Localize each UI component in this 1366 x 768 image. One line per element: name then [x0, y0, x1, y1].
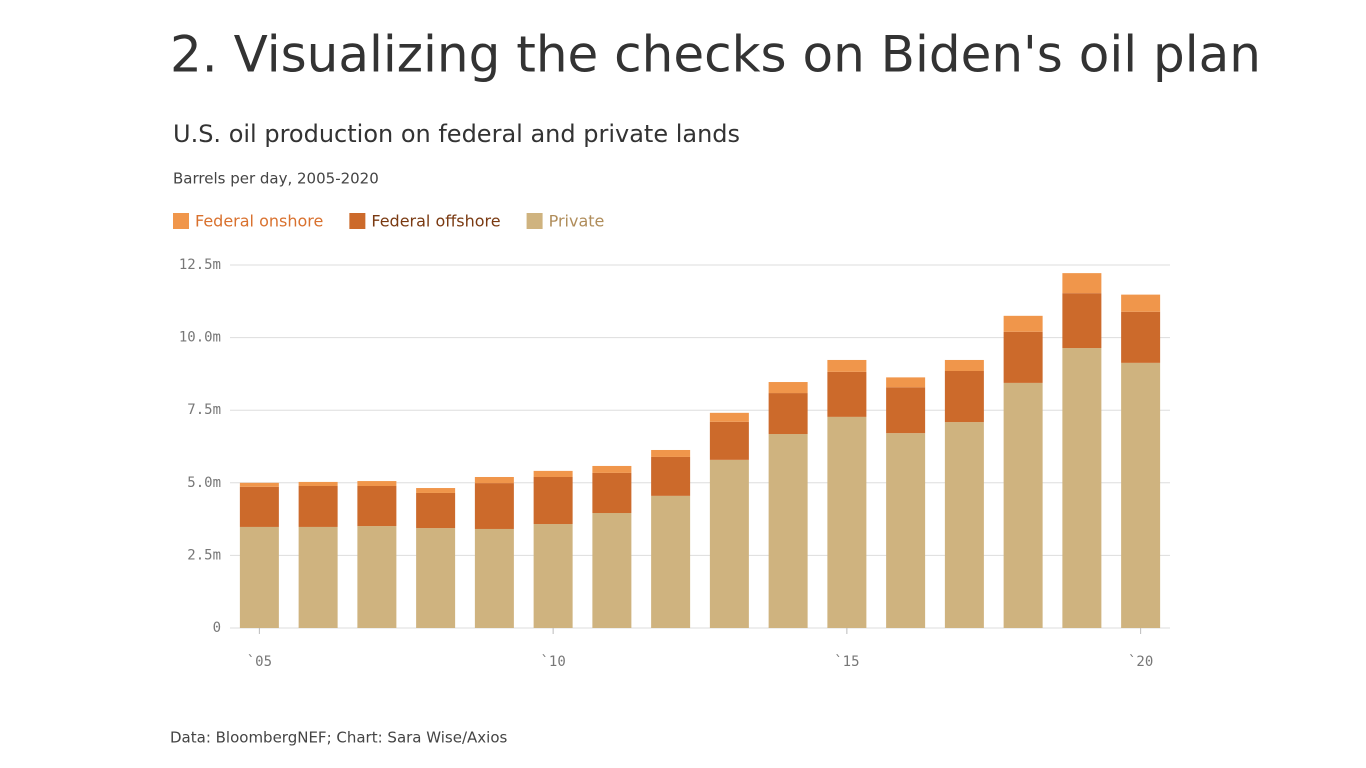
bar-segment — [1003, 315, 1043, 332]
bar-segment — [1062, 348, 1102, 628]
y-tick-label: 12.5m — [179, 257, 221, 273]
bar-segment — [416, 488, 456, 493]
bar-segment — [357, 526, 397, 628]
y-tick-label: 10.0m — [179, 330, 221, 346]
bar-segment — [827, 359, 867, 372]
bar-segment — [239, 482, 279, 487]
legend-label: Private — [549, 212, 605, 231]
bar-segment — [474, 528, 514, 628]
bar-segment — [592, 472, 632, 514]
bar-segment — [239, 526, 279, 628]
bar-segment — [298, 485, 338, 527]
legend-swatch — [173, 213, 189, 229]
bar-segment — [1121, 294, 1161, 312]
bar-segment — [768, 434, 808, 628]
bar-segment — [298, 481, 338, 486]
bar-segment — [1003, 331, 1043, 383]
x-tick-label: `20 — [1128, 654, 1153, 670]
legend-swatch — [349, 213, 366, 229]
bar-segment — [886, 377, 926, 388]
bar-segment — [651, 449, 691, 457]
x-tick-label: `05 — [247, 654, 272, 670]
bar-segment — [239, 486, 279, 527]
y-tick-label: 7.5m — [187, 402, 221, 418]
bar-segment — [298, 526, 338, 628]
bar-segment — [709, 412, 749, 422]
legend-label: Federal onshore — [195, 212, 323, 231]
bar-segment — [1062, 273, 1102, 294]
bar-segment — [709, 459, 749, 628]
source-note: Data: BloombergNEF; Chart: Sara Wise/Axi… — [170, 729, 508, 747]
bar-segment — [944, 370, 984, 423]
y-tick-label: 5.0m — [187, 475, 221, 491]
bar-segment — [357, 485, 397, 527]
bar-segment — [768, 393, 808, 435]
bar-segment — [416, 492, 456, 529]
bar-segment — [474, 476, 514, 484]
bar-segment — [533, 470, 573, 477]
bar-segment — [827, 416, 867, 628]
bar-segment — [651, 495, 691, 628]
bar-segment — [944, 422, 984, 628]
bar-segment — [533, 524, 573, 628]
x-tick-label: `15 — [834, 654, 859, 670]
bar-segment — [592, 465, 632, 473]
bar-segment — [1121, 311, 1161, 363]
bar-segment — [1062, 293, 1102, 349]
bar-segment — [768, 382, 808, 394]
chart-title: U.S. oil production on federal and priva… — [173, 120, 740, 148]
bar-segment — [886, 387, 926, 434]
chart-subtitle: Barrels per day, 2005-2020 — [173, 170, 379, 188]
bar-segment — [357, 481, 397, 486]
y-tick-label: 0 — [213, 620, 221, 636]
bar-segment — [416, 528, 456, 628]
bar-segment — [592, 513, 632, 628]
bar-segment — [709, 421, 749, 460]
bar-segment — [651, 456, 691, 496]
legend-swatch — [526, 213, 543, 229]
bar-segment — [1121, 362, 1161, 628]
bar-segment — [944, 359, 984, 371]
bar-segment — [533, 476, 573, 525]
page-title: 2. Visualizing the checks on Biden's oil… — [170, 26, 1261, 84]
bar-segment — [474, 483, 514, 529]
legend-label: Federal offshore — [371, 212, 500, 231]
y-tick-label: 2.5m — [187, 547, 221, 563]
bar-segment — [886, 433, 926, 628]
x-tick-label: `10 — [540, 654, 565, 670]
bar-segment — [827, 371, 867, 417]
bar-segment — [1003, 382, 1043, 628]
